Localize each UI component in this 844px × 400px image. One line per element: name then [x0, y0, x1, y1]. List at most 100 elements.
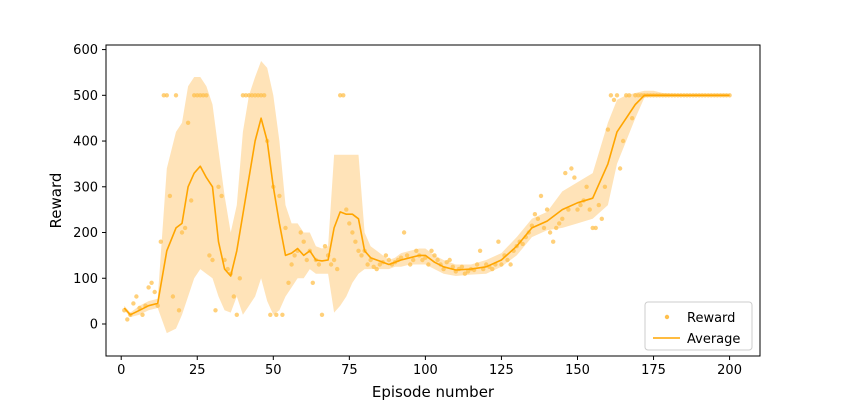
- reward-point: [210, 257, 215, 263]
- reward-point: [243, 93, 249, 98]
- reward-point: [477, 248, 483, 253]
- legend-reward-label: Reward: [687, 311, 735, 326]
- reward-point: [426, 262, 431, 267]
- reward-point: [316, 262, 322, 267]
- reward-point: [575, 207, 580, 212]
- reward-point: [408, 262, 413, 267]
- reward-point: [532, 212, 538, 217]
- reward-point: [508, 262, 513, 267]
- x-tick-label: 125: [489, 363, 514, 378]
- reward-point: [134, 294, 139, 299]
- reward-point: [237, 276, 242, 281]
- reward-point: [551, 239, 556, 244]
- reward-point: [636, 93, 641, 98]
- reward-point: [131, 301, 136, 306]
- reward-point: [608, 93, 614, 98]
- reward-point: [319, 312, 325, 317]
- reward-point: [201, 93, 206, 98]
- reward-point: [587, 207, 592, 212]
- reward-point: [450, 264, 455, 269]
- y-tick-label: 200: [73, 226, 98, 241]
- reward-point: [310, 280, 315, 285]
- average-series-line: [123, 94, 730, 316]
- reward-point: [170, 294, 176, 299]
- reward-point: [258, 93, 264, 98]
- reward-point: [204, 93, 209, 98]
- reward-point: [192, 93, 197, 98]
- reward-point: [544, 207, 550, 212]
- reward-point: [459, 264, 465, 269]
- reward-point: [167, 193, 173, 199]
- reward-point: [344, 207, 349, 212]
- reward-point: [164, 93, 169, 98]
- reward-point: [335, 266, 340, 272]
- reward-point: [596, 202, 601, 208]
- reward-point: [301, 239, 306, 244]
- reward-point: [234, 312, 239, 317]
- reward-point: [322, 244, 328, 249]
- reward-point: [593, 225, 598, 231]
- y-tick-label: 300: [73, 180, 98, 195]
- reward-point: [158, 239, 163, 244]
- plot-frame: [105, 44, 761, 357]
- reward-point: [420, 257, 425, 263]
- reward-point: [173, 93, 179, 98]
- reward-point: [176, 308, 182, 313]
- reward-point: [602, 184, 608, 189]
- x-tick-label: 175: [641, 363, 666, 378]
- reward-point: [401, 230, 407, 235]
- reward-point: [429, 248, 434, 253]
- reward-point: [499, 262, 504, 267]
- reward-point: [541, 225, 547, 231]
- reward-point: [411, 257, 416, 263]
- reward-point: [505, 257, 510, 263]
- reward-point: [331, 257, 337, 263]
- reward-point: [353, 239, 358, 244]
- y-tick-label: 600: [73, 43, 98, 58]
- reward-point: [356, 248, 361, 253]
- reward-point: [569, 166, 574, 171]
- reward-point: [563, 170, 568, 176]
- x-tick-label: 200: [717, 363, 742, 378]
- reward-point: [359, 253, 364, 258]
- reward-point: [179, 230, 185, 235]
- reward-point: [338, 93, 343, 98]
- reward-point: [547, 230, 553, 235]
- reward-point: [538, 193, 544, 199]
- average-band-layer: [124, 61, 730, 334]
- reward-point: [404, 253, 410, 258]
- reward-point: [286, 280, 291, 285]
- legend-reward-swatch: [664, 314, 670, 320]
- x-tick-label: 50: [265, 363, 282, 378]
- reward-point: [268, 312, 273, 317]
- reward-point: [213, 308, 218, 313]
- reward-point: [630, 116, 635, 121]
- average-line-layer: [123, 94, 730, 316]
- reward-point: [182, 225, 188, 231]
- y-tick-label: 0: [90, 317, 98, 332]
- reward-point: [432, 253, 437, 258]
- reward-point: [465, 269, 471, 274]
- reward-point: [347, 221, 352, 226]
- reward-point: [207, 253, 212, 258]
- reward-point: [520, 241, 525, 247]
- reward-point: [435, 257, 440, 263]
- reward-point: [535, 216, 541, 221]
- reward-point: [614, 93, 620, 98]
- reward-point: [371, 264, 376, 269]
- reward-point: [280, 312, 285, 317]
- reward-point: [627, 93, 632, 98]
- reward-point: [341, 93, 346, 98]
- reward-point: [474, 262, 480, 267]
- x-tick-label: 75: [341, 363, 358, 378]
- reward-point: [374, 266, 379, 272]
- reward-point: [447, 257, 452, 263]
- reward-point: [189, 198, 194, 203]
- axes: 0 25 50 75 100 125 150 175 200 0 100 200 300 400 500 60…: [73, 43, 761, 378]
- reward-point: [155, 303, 160, 308]
- reward-point: [572, 175, 577, 180]
- reward-point: [277, 193, 282, 199]
- reward-point: [441, 266, 446, 272]
- reward-point: [365, 262, 370, 267]
